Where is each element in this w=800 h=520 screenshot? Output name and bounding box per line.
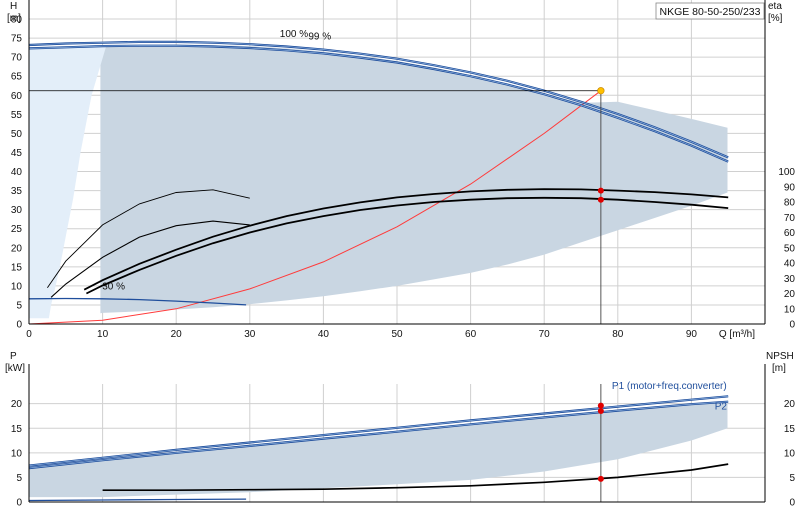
- p-tick-label: 15: [11, 424, 23, 435]
- x-tick-label: 0: [26, 329, 32, 340]
- y-tick-label: 25: [11, 224, 23, 235]
- npsh-tick-label: 15: [784, 424, 796, 435]
- y-tick-label: 75: [11, 34, 23, 45]
- y2-axis-label: eta: [768, 1, 782, 12]
- series-label-p1: P1 (motor+freq.converter): [612, 381, 727, 392]
- npsh-axis-unit: [m]: [772, 363, 786, 374]
- y-tick-label: 40: [11, 167, 23, 178]
- p-tick-label: 20: [11, 399, 23, 410]
- p-axis-unit: [kW]: [5, 363, 25, 374]
- y-tick-label: 20: [11, 243, 23, 254]
- x-tick-label: 10: [97, 329, 109, 340]
- operating-region-low-speed: [29, 45, 106, 318]
- npsh-tick-label: 5: [789, 473, 795, 484]
- power-marker: [598, 408, 604, 414]
- chart-title: NKGE 80-50-250/233: [660, 6, 761, 18]
- y-tick-label: 55: [11, 110, 23, 121]
- y-tick-label: 10: [11, 281, 23, 292]
- x-tick-label: 60: [465, 329, 477, 340]
- power-curve-30: [29, 499, 246, 500]
- y2-tick-label: 90: [784, 182, 796, 193]
- x-axis-label: Q [m³/h]: [719, 329, 755, 340]
- npsh-tick-label: 20: [784, 399, 796, 410]
- y-tick-label: 0: [16, 320, 22, 331]
- p-axis-label: P: [10, 351, 17, 362]
- y2-tick-label: 0: [789, 320, 795, 331]
- x-tick-label: 20: [171, 329, 183, 340]
- y2-tick-label: 50: [784, 243, 796, 254]
- curve-label: 30 %: [102, 282, 125, 293]
- y-tick-label: 30: [11, 205, 23, 216]
- y-tick-label: 70: [11, 53, 23, 64]
- npsh-tick-label: 10: [784, 448, 796, 459]
- series-label-p2: P2: [715, 402, 728, 413]
- power-region: [29, 402, 728, 497]
- p-tick-label: 0: [16, 498, 22, 509]
- y2-tick-label: 40: [784, 259, 796, 270]
- efficiency-marker: [598, 188, 604, 194]
- x-tick-label: 80: [612, 329, 624, 340]
- y-tick-label: 60: [11, 91, 23, 102]
- curve-label: 100 %: [280, 29, 308, 40]
- y-tick-label: 15: [11, 262, 23, 273]
- y2-tick-label: 30: [784, 274, 796, 285]
- duty-point-marker: [598, 87, 605, 94]
- x-tick-label: 30: [244, 329, 256, 340]
- y-axis-unit: [m]: [7, 13, 21, 24]
- npsh-tick-label: 0: [789, 498, 795, 509]
- efficiency-marker: [598, 197, 604, 203]
- x-tick-label: 50: [391, 329, 403, 340]
- y-axis-label: H: [10, 1, 17, 12]
- x-tick-label: 40: [318, 329, 330, 340]
- x-tick-label: 90: [686, 329, 698, 340]
- y2-tick-label: 80: [784, 198, 796, 209]
- p-tick-label: 5: [16, 473, 22, 484]
- y2-tick-label: 70: [784, 213, 796, 224]
- x-tick-label: 70: [539, 329, 551, 340]
- power-marker: [598, 403, 604, 409]
- npsh-axis-label: NPSH: [766, 351, 794, 362]
- p-tick-label: 10: [11, 448, 23, 459]
- operating-region: [100, 45, 727, 314]
- y2-axis-unit: [%]: [768, 13, 783, 24]
- y2-tick-label: 100: [778, 167, 795, 178]
- power-marker: [598, 476, 604, 482]
- y-tick-label: 45: [11, 148, 23, 159]
- curve-label: 99 %: [308, 32, 331, 43]
- y-tick-label: 50: [11, 129, 23, 140]
- y2-tick-label: 10: [784, 304, 796, 315]
- y-tick-label: 5: [16, 300, 22, 311]
- y2-tick-label: 60: [784, 228, 796, 239]
- y-tick-label: 35: [11, 186, 23, 197]
- y2-tick-label: 20: [784, 289, 796, 300]
- y-tick-label: 65: [11, 72, 23, 83]
